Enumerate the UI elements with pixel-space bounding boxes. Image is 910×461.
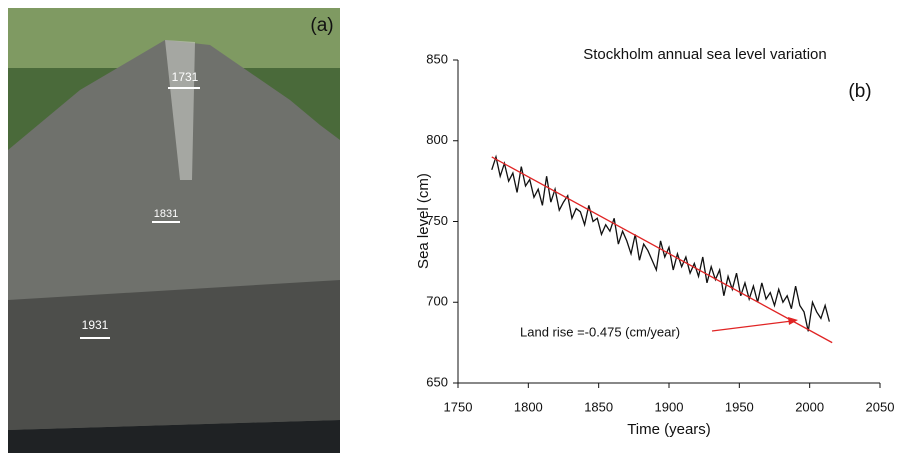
- x-tick-label: 2050: [866, 399, 895, 414]
- annotation: Land rise =-0.475 (cm/year): [520, 324, 680, 339]
- y-tick-label: 850: [426, 51, 448, 66]
- mark-label: 1931: [82, 318, 109, 332]
- chart-title: Stockholm annual sea level variation: [583, 46, 826, 63]
- series-line: [491, 156, 833, 344]
- photo-panel: 1731 1831 1931 (a): [8, 8, 340, 453]
- x-tick-label: 1850: [584, 399, 613, 414]
- series-line: [491, 154, 830, 332]
- y-axis-label: Sea level (cm): [415, 173, 432, 269]
- rock-shadow: [8, 280, 340, 430]
- mark-label: 1831: [154, 208, 178, 220]
- x-tick-label: 1900: [655, 399, 684, 414]
- mark-label: 1731: [172, 70, 199, 84]
- annotation-arrow: [711, 320, 793, 332]
- x-tick-label: 1800: [514, 399, 543, 414]
- y-tick-label: 750: [426, 213, 448, 228]
- x-tick-label: 1750: [444, 399, 473, 414]
- y-tick-label: 800: [426, 132, 448, 147]
- x-axis-label: Time (years): [627, 421, 711, 438]
- chart-panel: Stockholm annual sea level variation (b)…: [415, 46, 894, 438]
- water-streak: [165, 40, 195, 180]
- x-tick-label: 2000: [795, 399, 824, 414]
- panel-label: (a): [310, 15, 333, 36]
- x-tick-label: 1950: [725, 399, 754, 414]
- y-tick-label: 650: [426, 374, 448, 389]
- y-tick-label: 700: [426, 294, 448, 309]
- panel-label: (b): [848, 81, 871, 102]
